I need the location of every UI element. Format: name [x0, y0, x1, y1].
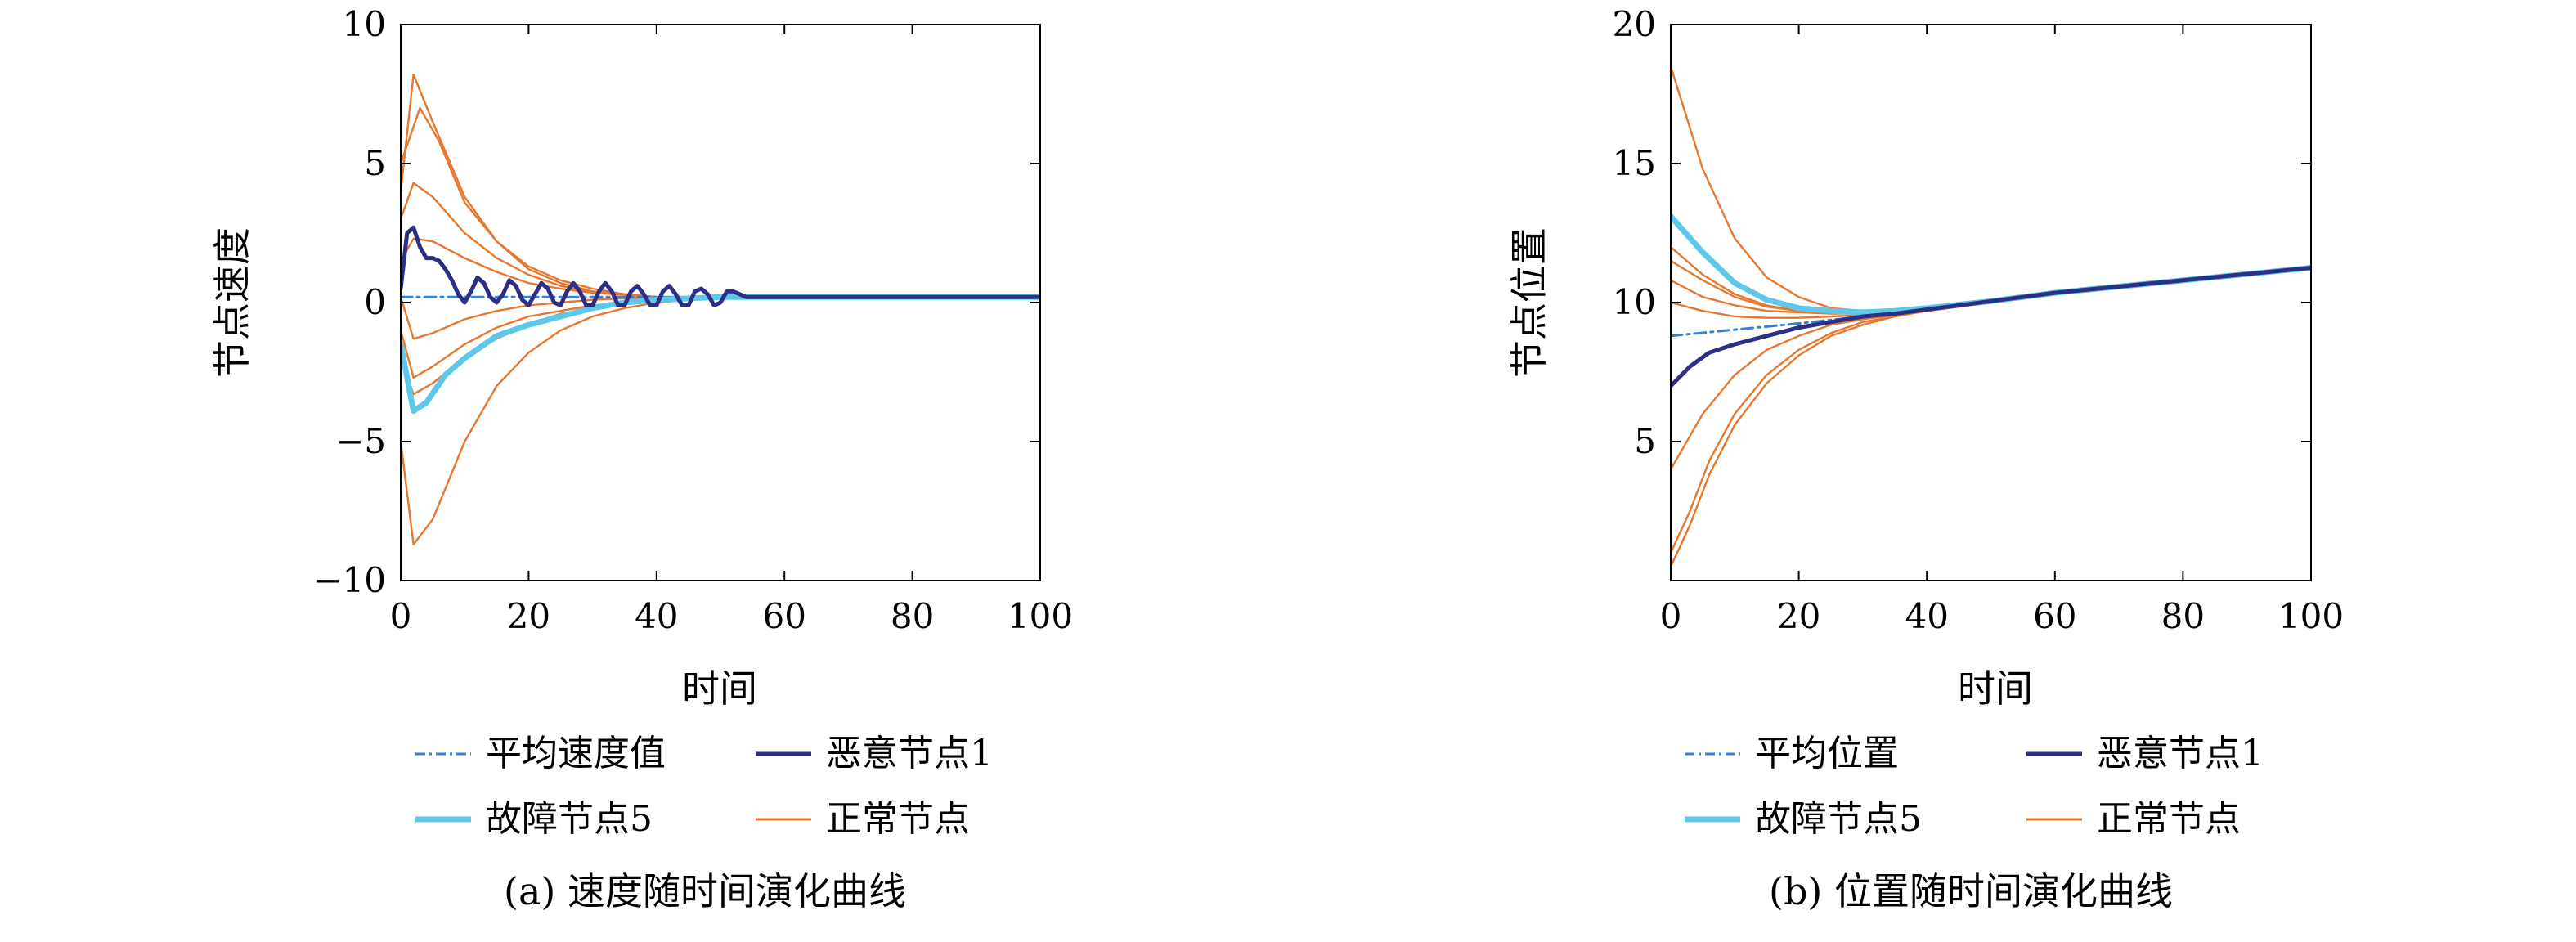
x-tick-label: 100: [2278, 596, 2344, 636]
x-tick-label: 100: [1008, 596, 1073, 636]
x-tick-label: 20: [1777, 596, 1820, 636]
legend: 平均位置 恶意节点1 故障节点5 正常节点: [1685, 733, 2264, 840]
figure-caption: (b) 位置随时间演化曲线: [1769, 869, 2173, 913]
legend-label: 恶意节点1: [2097, 733, 2264, 774]
x-tick-label: 60: [2033, 596, 2076, 636]
series-line-7: [1671, 267, 2311, 568]
x-axis-label: 时间: [682, 666, 757, 711]
y-axis-label: 节点速度: [210, 227, 254, 378]
series-line-9: [1671, 213, 2311, 316]
y-tick-label: 20: [1613, 4, 1656, 44]
x-tick-label: 80: [891, 596, 934, 636]
x-tick-label: 80: [2161, 596, 2205, 636]
y-tick-label: −5: [335, 421, 386, 461]
y-tick-label: 15: [1613, 143, 1656, 183]
legend-label: 平均位置: [1755, 733, 1899, 774]
series-group: [401, 74, 1040, 545]
y-tick-label: 5: [364, 143, 386, 183]
y-tick-label: 10: [343, 4, 386, 44]
legend-label: 故障节点5: [1755, 798, 1922, 840]
series-line-0: [401, 74, 1040, 298]
legend-label: 故障节点5: [486, 798, 653, 840]
y-tick-label: 0: [364, 282, 386, 322]
legend-label: 平均速度值: [486, 733, 666, 774]
series-line-1: [401, 106, 1040, 298]
figure-caption: (a) 速度随时间演化曲线: [504, 869, 906, 913]
y-axis-label: 节点位置: [1507, 227, 1551, 378]
series-group: [1671, 65, 2311, 568]
x-tick-label: 40: [635, 596, 678, 636]
legend-label: 正常节点: [826, 798, 970, 840]
x-tick-label: 60: [762, 596, 806, 636]
x-tick-label: 20: [507, 596, 550, 636]
series-line-10: [401, 225, 1040, 307]
series-line-0: [1671, 65, 2311, 312]
legend-label: 恶意节点1: [826, 733, 993, 774]
x-tick-label: 0: [390, 596, 412, 636]
series-line-10: [1671, 266, 2311, 388]
legend: 平均速度值 恶意节点1 故障节点5 正常节点: [415, 733, 993, 840]
legend-label: 正常节点: [2097, 798, 2241, 840]
series-line-3: [401, 237, 1040, 298]
series-line-9: [401, 294, 1040, 415]
x-axis-label: 时间: [1958, 666, 2033, 711]
series-line-8: [1671, 267, 2311, 338]
y-tick-label: −10: [313, 560, 386, 600]
y-tick-label: 5: [1634, 421, 1656, 461]
x-tick-label: 40: [1905, 596, 1948, 636]
x-tick-label: 0: [1660, 596, 1682, 636]
y-tick-label: 10: [1613, 282, 1656, 322]
